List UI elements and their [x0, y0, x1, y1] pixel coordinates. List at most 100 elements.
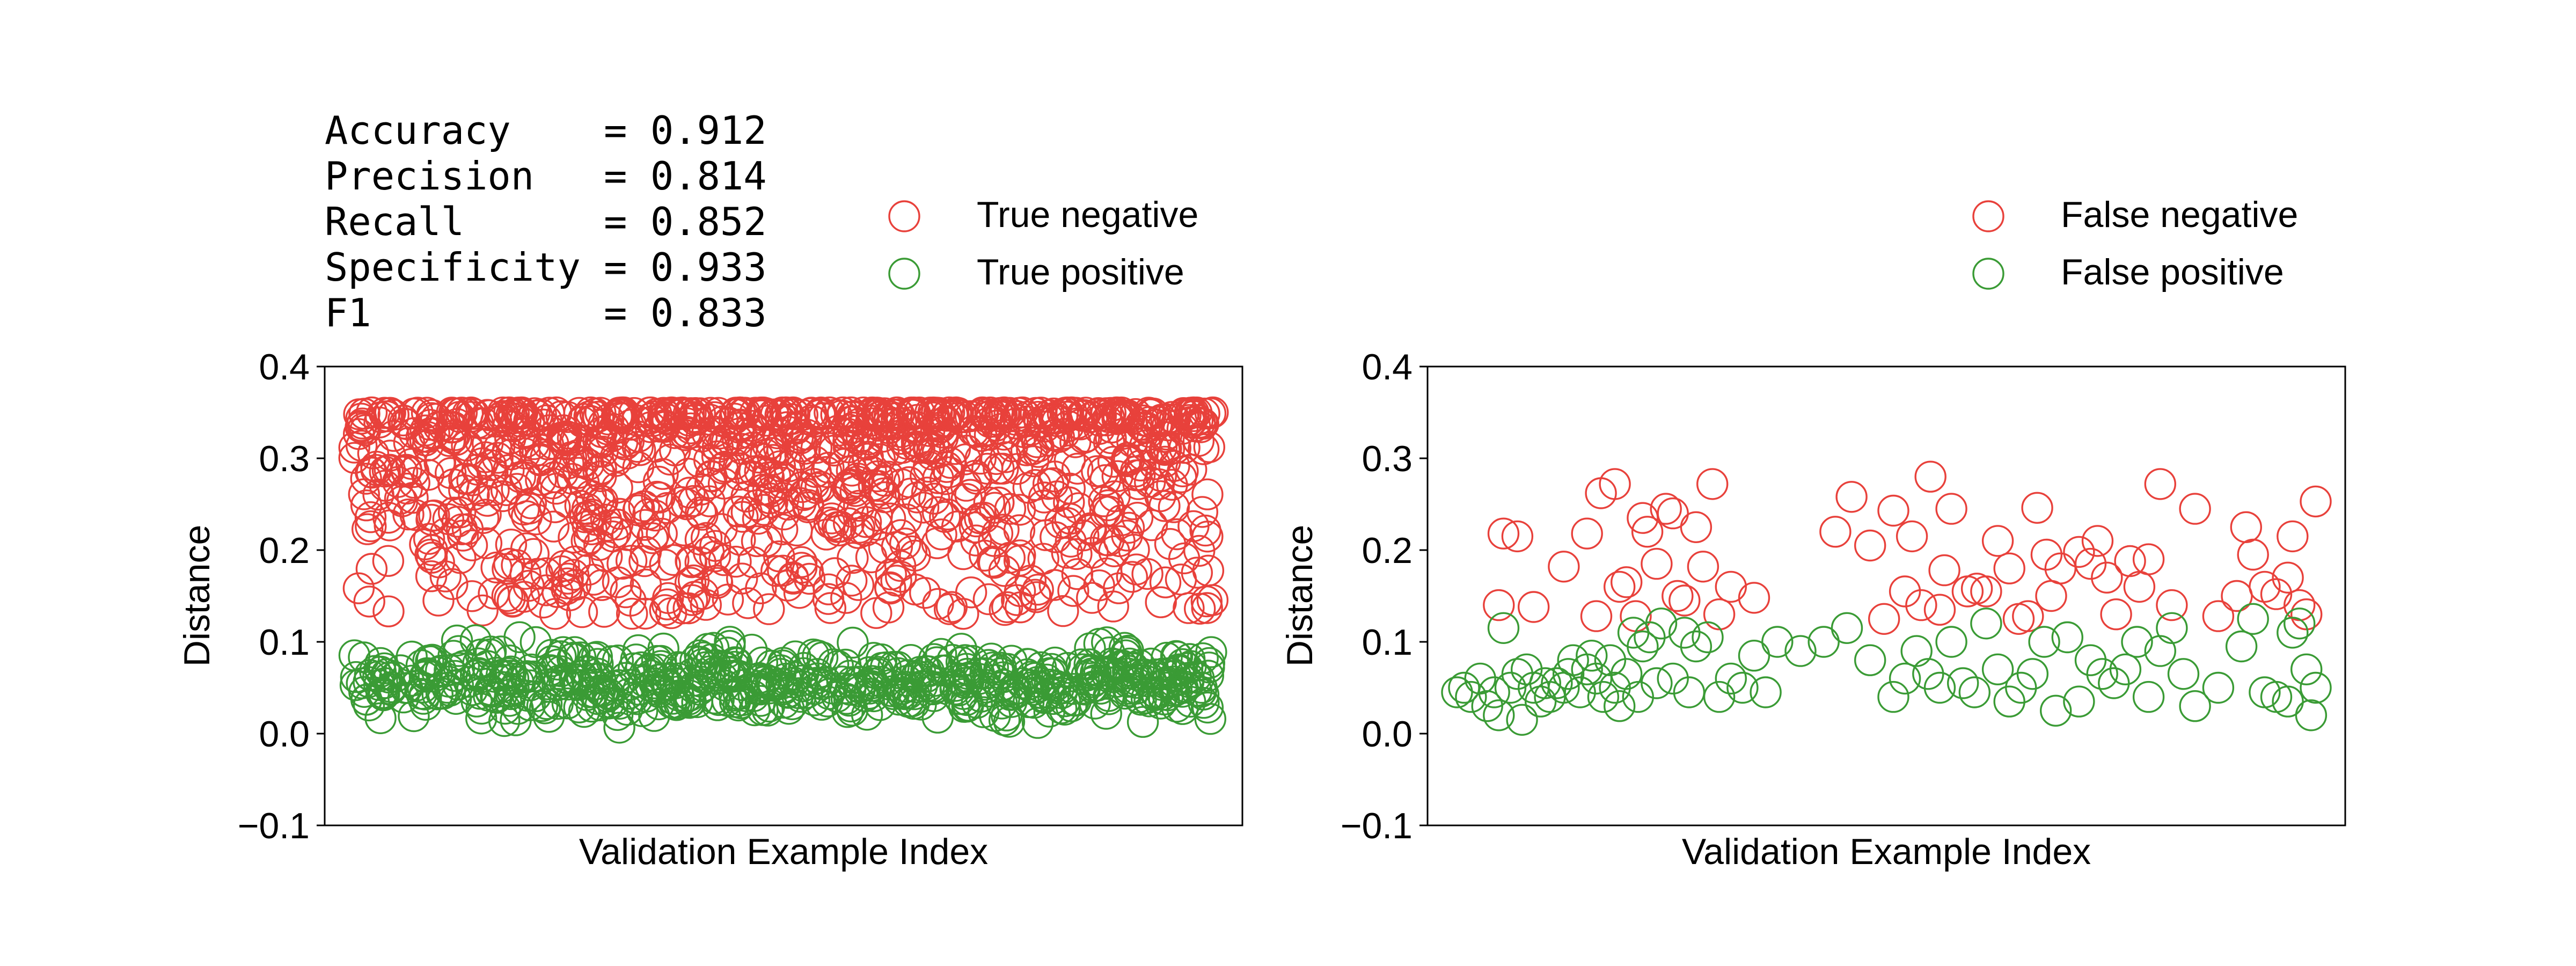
- point-true-positive: [1028, 680, 1060, 713]
- point-true-negative: [643, 481, 676, 514]
- point-true-negative: [629, 509, 661, 541]
- point-true-positive: [1193, 647, 1226, 679]
- point-false-negative: [1483, 589, 1515, 621]
- point-true-negative: [772, 488, 804, 521]
- point-false-negative: [2230, 511, 2262, 543]
- point-true-positive: [596, 645, 628, 677]
- point-true-negative: [790, 477, 822, 510]
- legend-marker-false-positive: [1972, 258, 2004, 290]
- point-true-negative: [868, 532, 901, 564]
- point-true-positive: [443, 635, 475, 667]
- point-true-negative: [1184, 406, 1216, 439]
- point-true-negative: [355, 510, 387, 543]
- point-true-positive: [843, 675, 876, 707]
- point-false-positive: [1889, 662, 1921, 695]
- point-true-negative: [655, 398, 687, 430]
- point-false-positive: [2086, 658, 2118, 690]
- point-false-positive: [1487, 612, 1520, 645]
- point-true-negative: [1006, 396, 1038, 429]
- point-true-positive: [338, 639, 371, 671]
- point-true-negative: [540, 472, 572, 505]
- point-false-positive: [1807, 626, 1840, 658]
- point-false-negative: [2035, 580, 2067, 612]
- point-true-negative: [587, 435, 619, 468]
- point-true-negative: [759, 460, 792, 493]
- point-false-negative: [1501, 520, 1534, 553]
- point-true-positive: [503, 621, 536, 654]
- point-true-positive: [701, 689, 734, 721]
- point-false-negative: [1687, 551, 1719, 583]
- point-true-negative: [872, 460, 905, 493]
- point-false-negative: [1960, 573, 1993, 605]
- point-true-negative: [727, 398, 759, 430]
- point-true-negative: [991, 591, 1023, 624]
- point-true-negative: [940, 396, 972, 429]
- point-true-negative: [603, 398, 635, 431]
- point-true-negative: [712, 583, 744, 616]
- point-true-negative: [494, 422, 526, 455]
- point-true-negative: [1118, 533, 1150, 566]
- point-true-negative: [1092, 489, 1124, 522]
- point-true-negative: [478, 474, 510, 506]
- point-true-negative: [1019, 469, 1052, 501]
- point-true-positive: [996, 686, 1028, 718]
- point-true-negative: [585, 452, 617, 485]
- point-true-negative: [1121, 502, 1154, 534]
- point-true-negative: [616, 597, 648, 630]
- point-true-negative: [1145, 586, 1177, 618]
- point-true-negative: [884, 560, 917, 593]
- point-false-negative: [2132, 543, 2165, 575]
- point-false-positive: [2121, 626, 2153, 658]
- point-true-negative: [874, 572, 906, 605]
- point-true-negative: [723, 459, 756, 491]
- y-tick-label: −0.1: [238, 806, 310, 846]
- point-true-negative: [350, 463, 382, 495]
- point-true-negative: [1194, 397, 1227, 429]
- point-true-negative: [582, 456, 614, 488]
- point-true-negative: [1189, 514, 1221, 547]
- point-true-negative: [1033, 425, 1066, 457]
- point-true-positive: [764, 657, 797, 690]
- point-true-negative: [429, 560, 462, 592]
- point-true-negative: [354, 501, 387, 533]
- point-false-positive: [1912, 658, 1944, 690]
- point-false-positive: [1750, 676, 1782, 708]
- point-false-negative: [1951, 575, 1984, 608]
- point-false-positive: [1981, 653, 2014, 686]
- point-true-negative: [558, 522, 590, 554]
- point-false-negative: [1603, 570, 1636, 603]
- point-true-positive: [851, 699, 883, 731]
- point-true-negative: [978, 525, 1010, 557]
- point-false-positive: [1923, 671, 1956, 704]
- point-false-negative: [2202, 600, 2235, 632]
- point-true-positive: [1077, 666, 1109, 698]
- point-true-positive: [396, 664, 428, 697]
- point-true-negative: [614, 584, 647, 617]
- y-tick-label: −0.1: [1341, 806, 1413, 846]
- point-false-positive: [1529, 667, 1562, 699]
- point-false-positive: [1761, 626, 1794, 658]
- y-tick-label: 0.4: [259, 347, 310, 387]
- point-true-negative: [684, 546, 716, 579]
- point-true-negative: [595, 420, 628, 453]
- y-tick-label: 0.0: [1362, 714, 1413, 755]
- point-true-negative: [855, 455, 887, 488]
- point-false-negative: [1993, 552, 2025, 584]
- point-true-negative: [1166, 413, 1199, 445]
- point-true-positive: [1046, 672, 1079, 705]
- point-false-positive: [1726, 671, 1759, 704]
- point-true-positive: [514, 669, 546, 701]
- legend-marker-true-negative: [888, 200, 920, 232]
- point-true-positive: [645, 645, 677, 677]
- point-true-negative: [812, 583, 845, 615]
- point-false-negative: [1548, 551, 1580, 583]
- y-tick-label: 0.2: [1362, 530, 1413, 571]
- point-true-negative: [1064, 408, 1097, 441]
- point-true-negative: [409, 414, 442, 447]
- point-false-negative: [1599, 468, 1631, 500]
- point-false-negative: [1819, 516, 1851, 548]
- point-false-negative: [1657, 497, 1689, 530]
- point-false-positive: [1657, 662, 1689, 695]
- y-axis-label-left: Distance: [177, 525, 217, 667]
- point-true-negative: [930, 463, 962, 495]
